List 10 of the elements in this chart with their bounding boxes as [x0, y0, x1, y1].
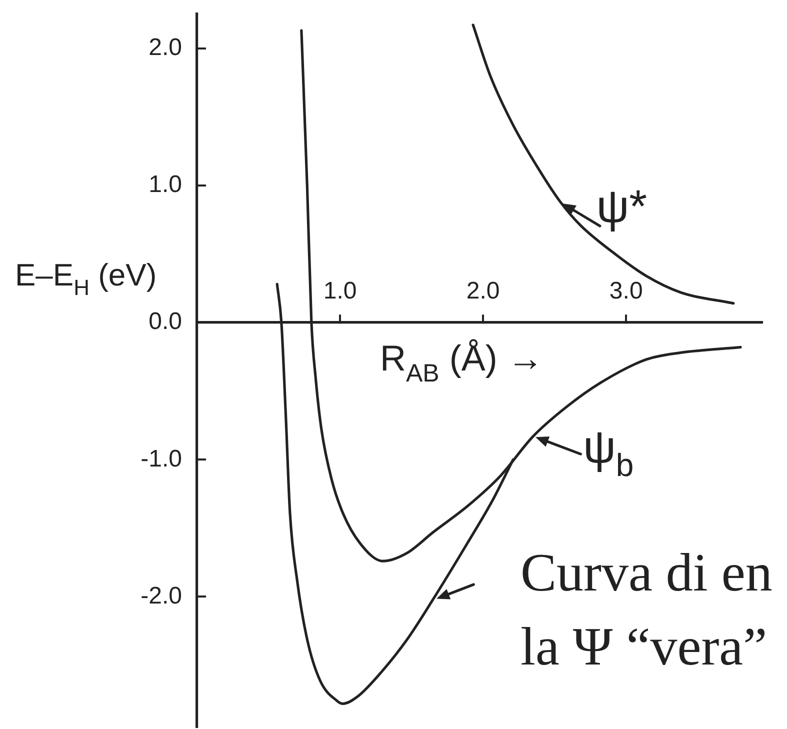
y-tick-label: -2.0 — [140, 582, 182, 610]
y-tick-label: -1.0 — [140, 445, 182, 472]
x-tick-label: 3.0 — [609, 278, 643, 305]
annotation: Curva di en la Ψ “vera” — [520, 542, 772, 676]
x-tick-label: 2.0 — [466, 278, 500, 305]
y-tick-label: 0.0 — [148, 308, 182, 336]
y-tick-label: 1.0 — [148, 171, 182, 198]
y-tick-label: 2.0 — [148, 34, 182, 61]
legend-label: ψ* — [596, 180, 648, 232]
x-tick-label: 1.0 — [323, 278, 357, 305]
